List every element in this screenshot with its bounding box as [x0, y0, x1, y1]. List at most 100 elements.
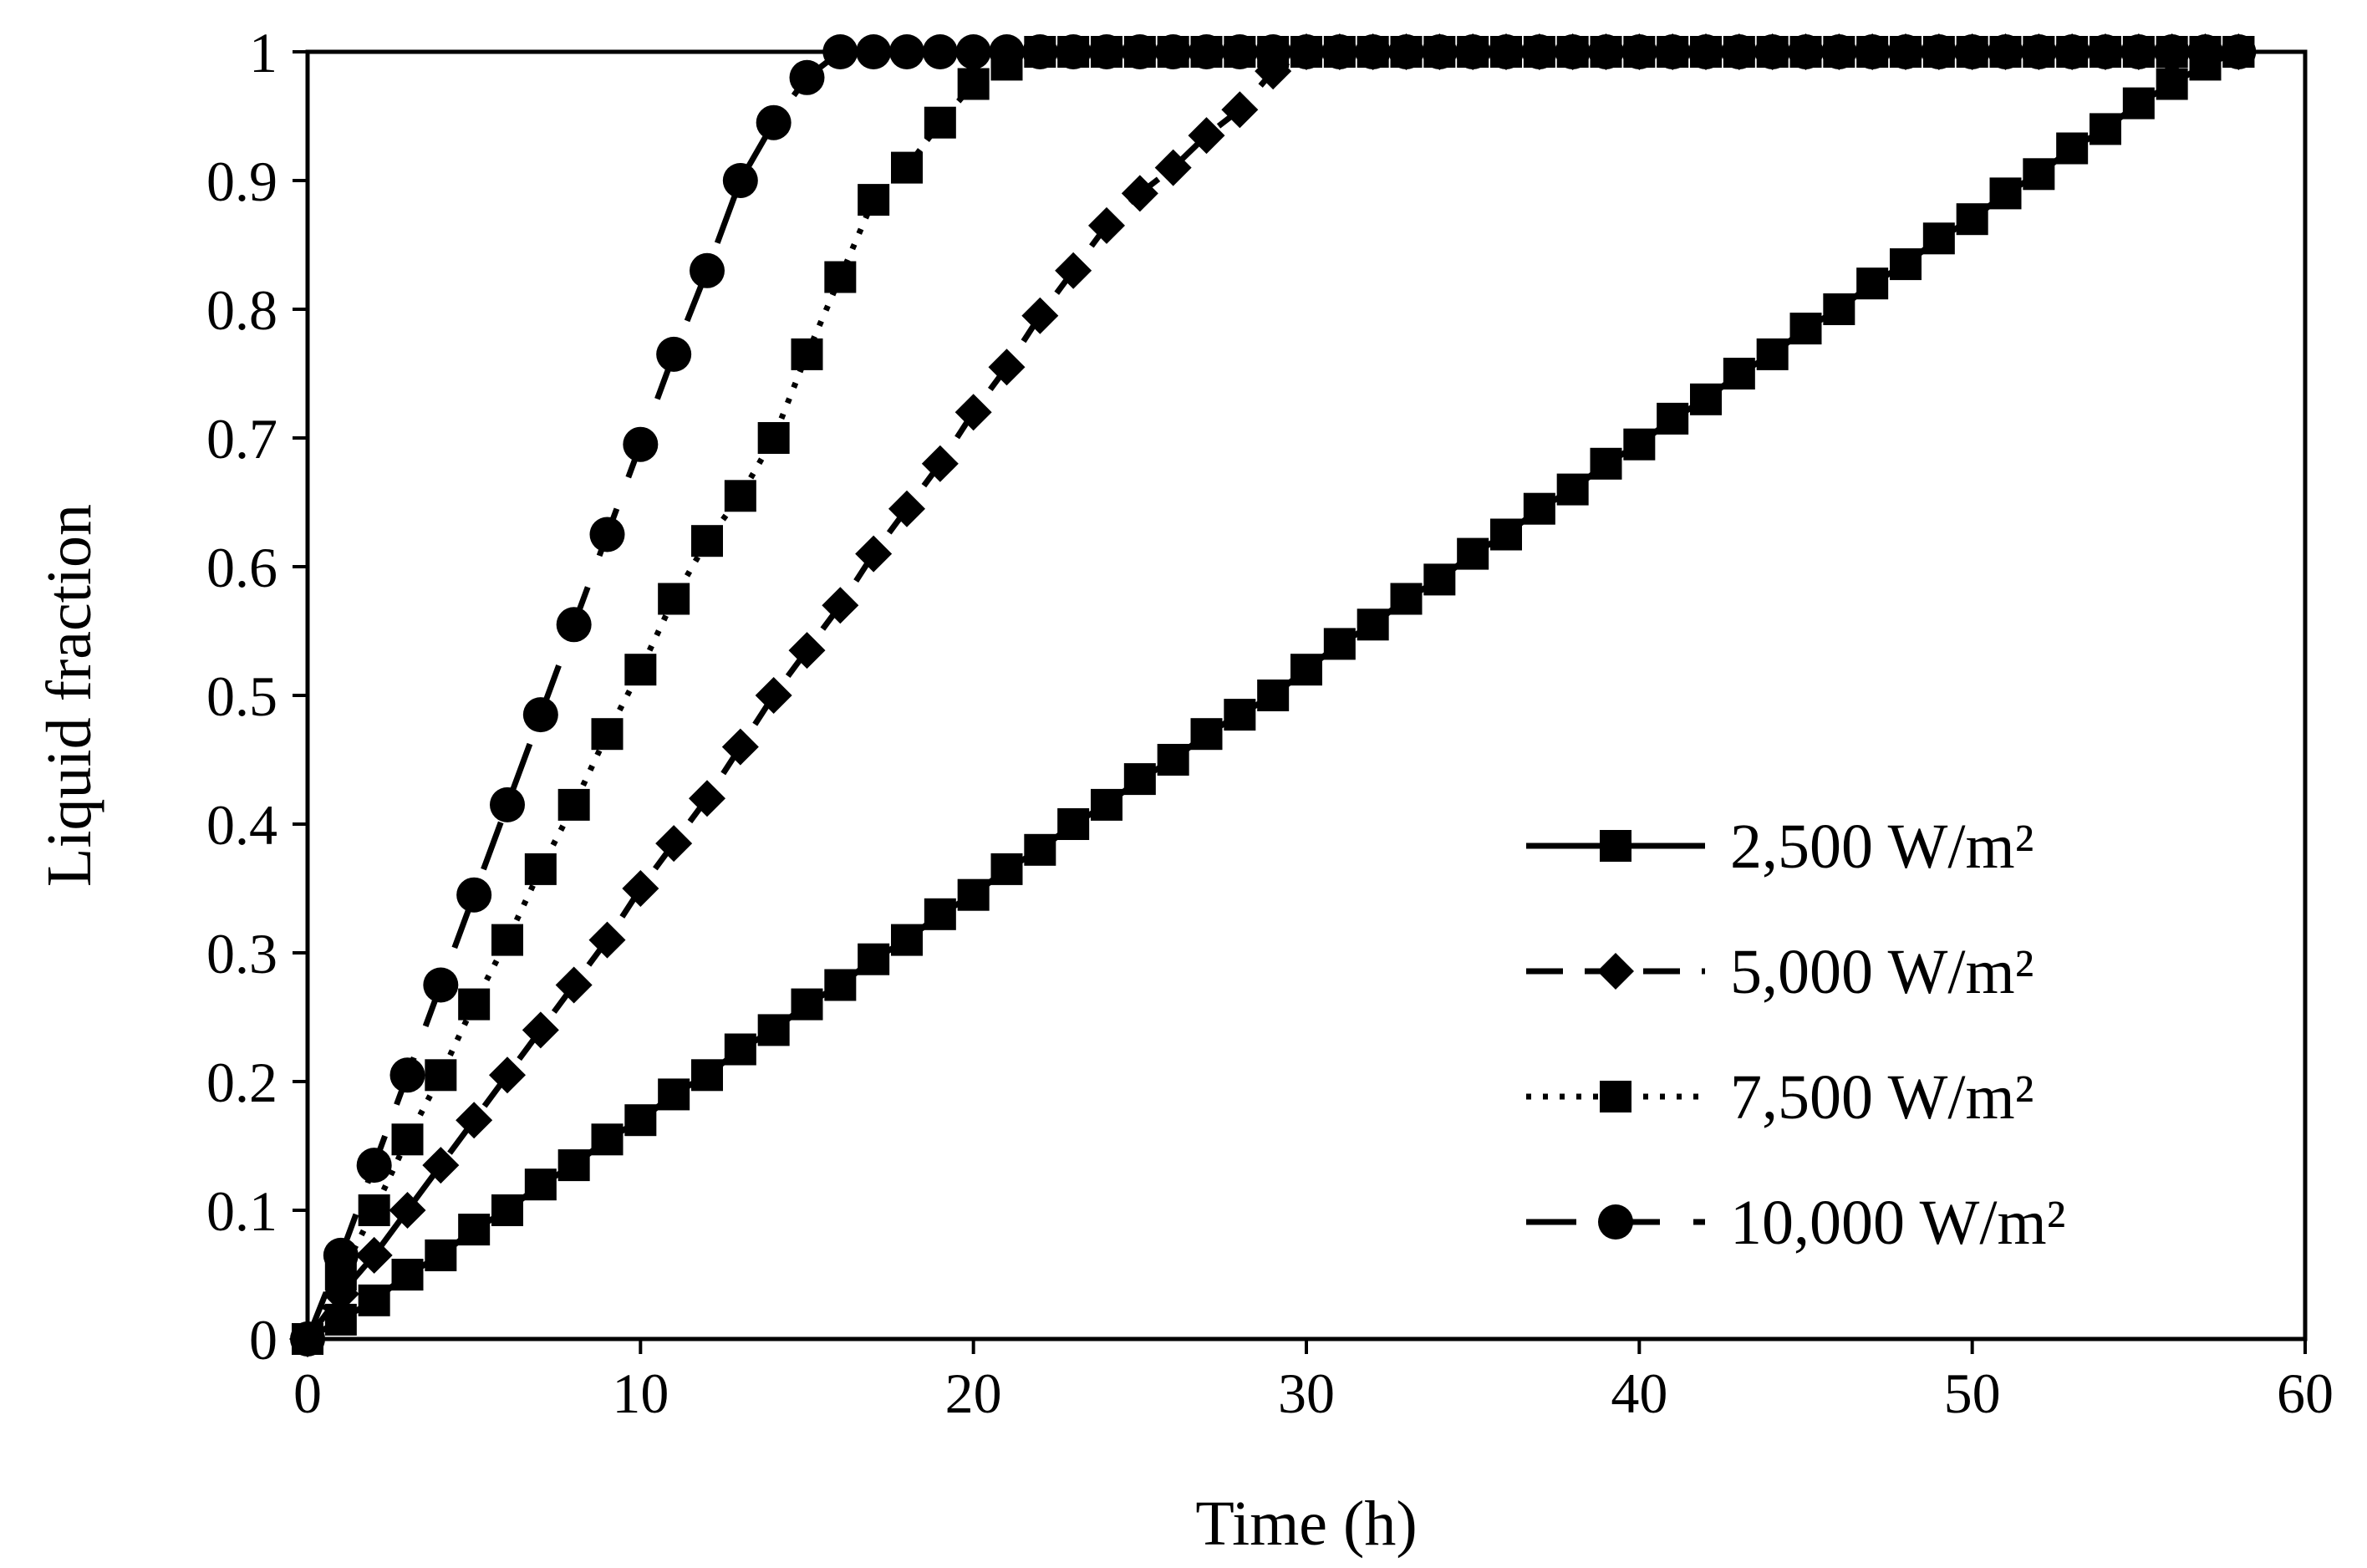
y-tick-label-9: 0.9 [206, 150, 277, 213]
data-point-0-47 [1856, 267, 1889, 300]
legend-marker-2 [1600, 1081, 1631, 1112]
data-point-0-40 [1623, 428, 1656, 461]
data-point-3-1 [323, 1237, 359, 1273]
data-point-0-50 [1956, 203, 1988, 236]
data-point-0-2 [358, 1284, 390, 1316]
data-point-2-20 [957, 68, 990, 100]
data-point-1-26 [1154, 149, 1192, 186]
data-point-3-13 [722, 163, 758, 198]
legend: 2,500 W/m² 5,000 W/m² 7,500 W/m² 10,000 W/m… [1526, 812, 2065, 1258]
data-point-0-21 [990, 853, 1023, 885]
data-point-0-22 [1024, 833, 1056, 866]
data-point-0-39 [1590, 447, 1622, 480]
y-tick-label-4: 0.4 [206, 793, 277, 857]
data-point-0-55 [2122, 87, 2155, 120]
data-point-3-6 [490, 787, 525, 822]
data-point-0-34 [1423, 563, 1456, 596]
data-point-2-15 [791, 338, 823, 370]
data-point-0-41 [1657, 402, 1689, 435]
data-point-0-16 [824, 969, 857, 1001]
data-point-0-24 [1091, 788, 1122, 821]
data-point-0-49 [1922, 222, 1955, 255]
data-point-1-16 [822, 587, 859, 624]
data-point-2-6 [491, 924, 523, 956]
data-point-0-26 [1157, 744, 1189, 776]
data-point-0-3 [391, 1259, 424, 1291]
data-point-2-8 [557, 788, 590, 821]
data-point-0-23 [1057, 808, 1090, 840]
data-point-2-7 [524, 853, 557, 885]
data-point-3-7 [522, 697, 558, 733]
data-point-3-11 [656, 336, 692, 372]
data-point-3-8 [556, 607, 592, 643]
data-point-0-17 [858, 943, 890, 975]
data-point-1-4 [422, 1147, 460, 1184]
data-point-2-5 [458, 988, 491, 1021]
x-tick-label-1: 10 [612, 1362, 669, 1425]
data-point-1-20 [954, 394, 992, 431]
y-tick-label-7: 0.7 [206, 407, 277, 471]
axis-layer: 00.10.20.30.40.50.60.70.80.910 10 20 30 40 50… [206, 21, 2334, 1425]
data-point-3-5 [456, 877, 492, 913]
data-point-0-15 [791, 988, 823, 1021]
data-point-0-6 [491, 1194, 523, 1226]
data-point-0-48 [1890, 248, 1922, 281]
y-tick-label-5: 0.5 [206, 664, 277, 728]
data-point-2-13 [724, 480, 756, 512]
data-point-2-14 [757, 422, 790, 454]
data-point-1-17 [855, 535, 893, 573]
data-point-2-16 [824, 261, 857, 293]
x-axis-title: Time (h) [1195, 1489, 1417, 1559]
data-point-0-25 [1123, 763, 1156, 796]
data-point-0-38 [1556, 473, 1589, 506]
series-0 [292, 36, 2255, 1355]
data-point-2-18 [891, 151, 923, 184]
data-point-1-23 [1055, 252, 1092, 289]
x-tick-label-2: 20 [945, 1362, 1002, 1425]
data-point-1-2 [355, 1236, 393, 1274]
data-point-3-10 [623, 426, 659, 462]
data-point-2-19 [924, 106, 956, 139]
data-point-1-27 [1188, 117, 1225, 155]
data-point-1-9 [588, 921, 626, 959]
y-tick-label-2: 0.2 [206, 1051, 277, 1114]
data-point-0-32 [1357, 608, 1389, 641]
series-line-3 [304, 48, 2239, 1341]
y-tick-label-3: 0.3 [206, 922, 277, 985]
data-point-0-44 [1756, 338, 1789, 370]
x-tick-label-3: 30 [1278, 1362, 1335, 1425]
data-point-3-3 [389, 1057, 425, 1093]
data-point-2-2 [358, 1194, 390, 1226]
y-tick-label-0: 0 [249, 1308, 277, 1372]
data-point-1-21 [988, 349, 1026, 386]
y-tick-label-6: 0.6 [206, 536, 277, 599]
data-point-0-52 [2023, 158, 2055, 191]
data-point-2-10 [624, 654, 657, 686]
data-point-1-14 [755, 677, 792, 714]
y-tick-label-10: 1 [249, 21, 277, 84]
data-point-0-18 [891, 924, 923, 956]
data-point-1-3 [389, 1192, 426, 1229]
data-point-0-19 [924, 898, 956, 930]
data-point-1-8 [555, 966, 593, 1004]
data-point-0-35 [1457, 537, 1489, 570]
data-point-0-45 [1789, 313, 1822, 345]
data-point-0-29 [1257, 680, 1290, 711]
data-point-1-25 [1121, 175, 1158, 212]
data-point-1-11 [655, 825, 693, 863]
data-point-0-14 [757, 1014, 790, 1046]
data-point-0-11 [658, 1078, 690, 1111]
data-point-0-51 [1989, 177, 2022, 210]
x-tick-label-5: 50 [1944, 1362, 2001, 1425]
legend-marker-1 [1597, 953, 1634, 990]
legend-label-0: 2,500 W/m² [1730, 812, 2034, 882]
legend-label-3: 10,000 W/m² [1730, 1188, 2065, 1258]
data-point-0-43 [1723, 358, 1755, 389]
legend-marker-0 [1600, 830, 1631, 862]
data-point-0-33 [1390, 583, 1423, 615]
data-point-1-5 [456, 1102, 493, 1139]
data-point-0-46 [1823, 293, 1855, 325]
x-tick-label-6: 60 [2277, 1362, 2334, 1425]
data-point-0-31 [1323, 628, 1356, 660]
